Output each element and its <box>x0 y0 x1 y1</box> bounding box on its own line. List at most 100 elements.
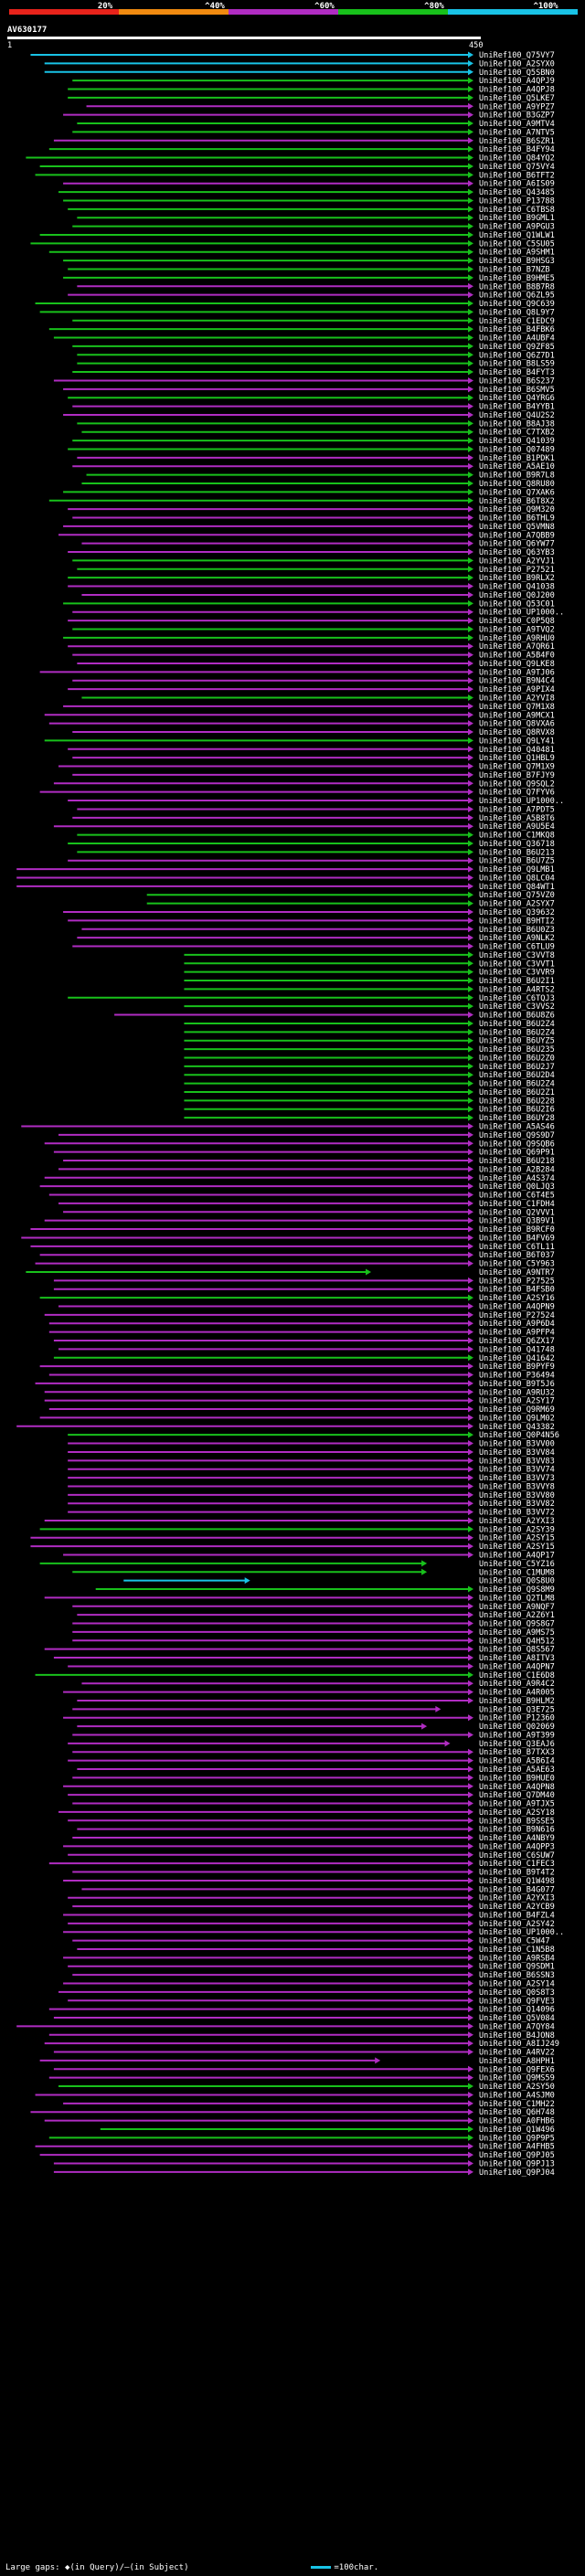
hit-label: UniRef100_B6SMV5 <box>479 386 555 395</box>
hit-row: UniRef100_Q9PJ05 <box>39 2151 555 2160</box>
hit-arrow-icon <box>468 1765 473 1773</box>
hit-arrow-icon <box>366 1268 372 1276</box>
hit-row: UniRef100_A2SYX7 <box>146 900 555 909</box>
hit-label: UniRef100_C3VVT8 <box>479 951 555 960</box>
hit-label: UniRef100_Q0LJQ3 <box>479 1182 555 1192</box>
hit-label: UniRef100_C3VVT1 <box>479 959 555 969</box>
hit-arrow-icon <box>468 180 473 187</box>
hit-row: UniRef100_A5AS46 <box>21 1123 555 1132</box>
hit-arrow-icon <box>468 891 473 898</box>
hit-row: UniRef100_C1FEC3 <box>48 1860 555 1869</box>
hit-arrow-icon <box>468 2134 473 2141</box>
hit-row: UniRef100_C1MH22 <box>63 2100 555 2109</box>
hit-row: UniRef100_B7TXX3 <box>72 1748 555 1757</box>
hit-row: UniRef100_Q7DM40 <box>68 1791 555 1800</box>
hit-label: UniRef100_B9HTI2 <box>479 917 555 926</box>
hit-row: UniRef100_B9HSG3 <box>63 257 555 266</box>
hit-arrow-icon <box>468 2100 473 2107</box>
hit-label: UniRef100_B6U2Z4 <box>479 1020 555 1029</box>
hit-arrow-icon <box>468 505 473 513</box>
hit-label: UniRef100_A2YXI3 <box>479 1894 555 1903</box>
hit-label: UniRef100_Q1W496 <box>479 2125 555 2135</box>
hit-row: UniRef100_Q7M1X8 <box>63 703 555 712</box>
hit-arrow-icon <box>468 69 473 76</box>
hit-label: UniRef100_Q8RU80 <box>479 480 555 489</box>
hit-label: UniRef100_B6U213 <box>479 848 555 857</box>
hit-row: UniRef100_A4QPN7 <box>68 1662 555 1671</box>
hit-row: UniRef100_B6T8X2 <box>48 497 555 506</box>
hit-label: UniRef100_B8B7R8 <box>479 282 555 292</box>
hit-row: UniRef100_C1E6D8 <box>35 1671 555 1680</box>
hit-label: UniRef100_A4R005 <box>479 1689 555 1698</box>
hit-row: UniRef100_C1MKQ8 <box>77 832 555 841</box>
legend-subject-gap-marker-icon: — <box>124 2563 130 2572</box>
hit-label: UniRef100_B6U2Z4 <box>479 1028 555 1037</box>
hit-row: UniRef100_Q43485 <box>58 188 555 197</box>
hit-label: UniRef100_A5B6I4 <box>479 1757 555 1766</box>
hit-arrow-icon <box>468 1106 473 1113</box>
hit-row: UniRef100_Q7M1X9 <box>58 763 555 772</box>
hit-label: UniRef100_B6U235 <box>479 1045 555 1055</box>
hit-row: UniRef100_B4FV69 <box>21 1234 555 1243</box>
hit-label: UniRef100_Q69P91 <box>479 1149 555 1158</box>
hit-row: UniRef100_Q9LM02 <box>39 1414 555 1423</box>
hit-row: UniRef100_A2SY39 <box>39 1525 555 1534</box>
hit-label: UniRef100_A2SYX0 <box>479 59 555 69</box>
hit-row: UniRef100_Q0P4N56 <box>68 1431 559 1440</box>
hit-row: UniRef100_P27521 <box>77 566 555 575</box>
hit-label: UniRef100_B6U2Z0 <box>479 1054 555 1063</box>
hit-arrow-icon <box>468 206 473 213</box>
hit-label: UniRef100_A9NQF7 <box>479 1603 555 1612</box>
hit-label: UniRef100_A2YVI8 <box>479 694 555 704</box>
hit-arrow-icon <box>468 1637 473 1644</box>
hit-row: UniRef100_A2SY17 <box>44 1397 555 1406</box>
hit-arrow-icon <box>468 59 473 67</box>
hit-label: UniRef100_C1FDH4 <box>479 1200 555 1209</box>
scale-label: 20% <box>98 2 113 11</box>
hit-row: UniRef100_A9NQF7 <box>72 1603 555 1612</box>
hit-row: UniRef100_B6U2D4 <box>184 1071 555 1080</box>
hit-arrow-icon <box>468 1662 473 1670</box>
hit-arrow-icon <box>468 763 473 770</box>
hit-arrow-icon <box>468 720 473 727</box>
hit-label: UniRef100_Q02069 <box>479 1723 555 1732</box>
hit-label: UniRef100_P27521 <box>479 566 555 575</box>
hit-label: UniRef100_Q1HBL9 <box>479 754 555 763</box>
hit-label: UniRef100_A2SY17 <box>479 1397 555 1406</box>
hit-label: UniRef100_A8IJ249 <box>479 2040 559 2049</box>
hit-label: UniRef100_B6U218 <box>479 1157 555 1166</box>
hit-label: UniRef100_B6U0Z3 <box>479 926 555 935</box>
hit-arrow-icon <box>468 1671 473 1679</box>
hit-row: UniRef100_B9T4T2 <box>72 1869 555 1878</box>
hit-arrow-icon <box>468 1165 473 1172</box>
hit-row: UniRef100_A5B6I4 <box>68 1757 555 1766</box>
hit-label: UniRef100_Q6Z7D1 <box>479 351 555 360</box>
hit-arrow-icon <box>468 1260 473 1267</box>
hit-row: UniRef100_A2SY15 <box>30 1534 555 1543</box>
query-bar <box>7 37 481 39</box>
hit-label: UniRef100_A9NTR7 <box>479 1268 555 1277</box>
hit-arrow-icon <box>468 1628 473 1636</box>
hit-row: UniRef100_A9P6D4 <box>48 1320 555 1329</box>
hit-row: UniRef100_C5Y963 <box>35 1260 555 1269</box>
hit-arrow-icon <box>468 805 473 812</box>
hit-row: UniRef100_Q3E725 <box>72 1705 555 1714</box>
hit-label: UniRef100_Q6YW77 <box>479 540 555 549</box>
hit-label: UniRef100_B9N4C4 <box>479 677 555 686</box>
hit-label: UniRef100_Q9P9P5 <box>479 2134 555 2143</box>
legend-query-gap-marker-icon: ◆ <box>65 2563 70 2572</box>
hit-row: UniRef100_B9HUE0 <box>72 1774 555 1783</box>
hit-arrow-icon <box>468 1534 473 1542</box>
hit-row: UniRef100_Q0J200 <box>81 591 555 600</box>
hit-label: UniRef100_C1MKQ8 <box>479 832 555 841</box>
hit-arrow-icon <box>468 1234 473 1241</box>
hit-label: UniRef100_Q0S8U0 <box>479 1577 555 1586</box>
hit-arrow-icon <box>468 351 473 358</box>
hit-label: UniRef100_C3VVR9 <box>479 969 555 978</box>
hit-row: UniRef100_Q75VY7 <box>30 51 555 60</box>
hit-row: UniRef100_B6U8Z6 <box>114 1012 555 1021</box>
hit-label: UniRef100_Q75VZ0 <box>479 891 555 900</box>
hit-row: UniRef100_B6U228 <box>184 1097 555 1106</box>
hit-label: UniRef100_Q9FVE3 <box>479 1997 555 2006</box>
hit-arrow-icon <box>468 368 473 376</box>
